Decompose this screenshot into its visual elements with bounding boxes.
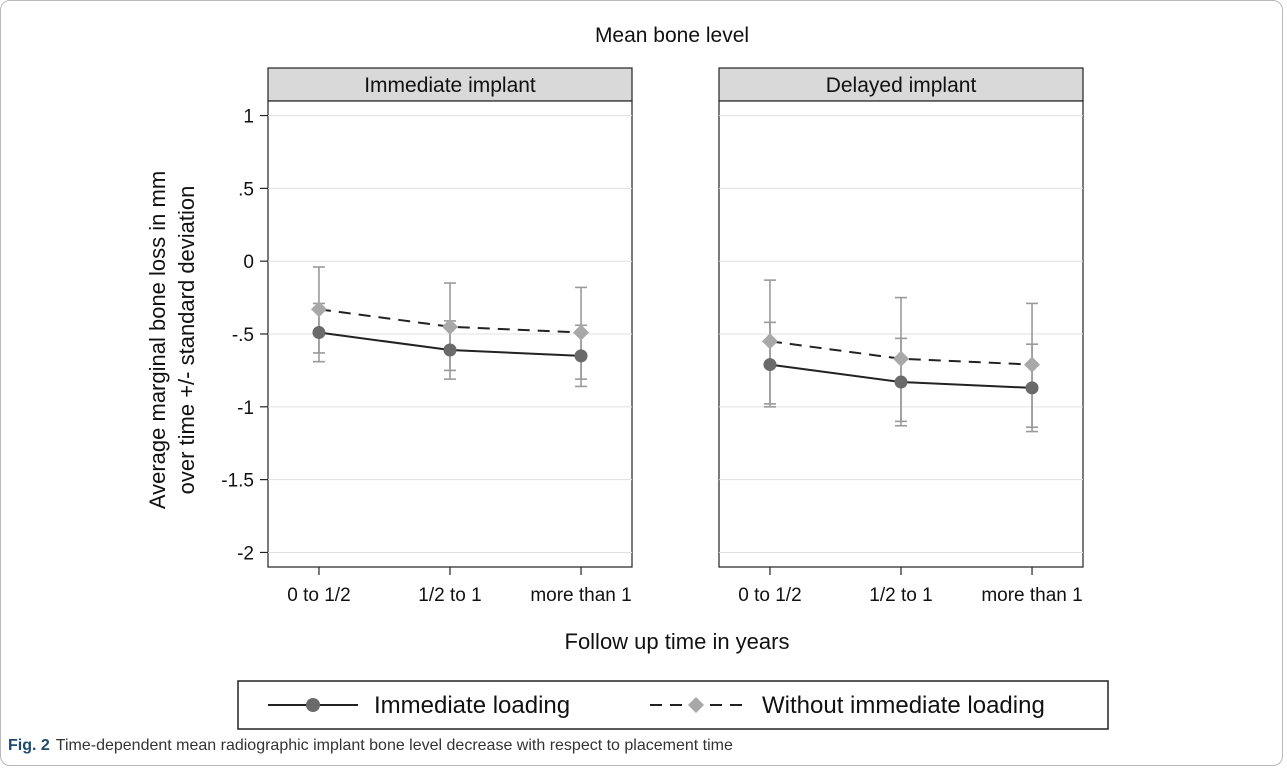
panel-delayed-implant: Delayed implant 0 to 1/2 1/2 to 1 more than… [718, 67, 1084, 606]
legend-label-immediate-loading: Immediate loading [374, 692, 570, 719]
panel-immediate-implant: Immediate implant 0 to 1/2 1/2 to 1 more th… [267, 67, 633, 606]
without-immediate-loading-point [310, 301, 327, 318]
x-axis-title: Follow up time in years [565, 629, 790, 654]
immediate-loading-point [574, 349, 588, 363]
panel-title: Delayed implant [826, 74, 977, 97]
immediate-loading-point [312, 326, 326, 340]
without-immediate-loading-point [573, 324, 590, 341]
x-tick-label: more than 1 [530, 585, 631, 606]
y-axis-title-line-2: over time +/- standard deviation [174, 186, 199, 495]
without-immediate-loading-point [893, 350, 909, 367]
panel-header [718, 67, 1084, 102]
y-tick-label: -2 [237, 543, 254, 564]
panel-header [267, 67, 633, 102]
x-tick-label: 1/2 to 1 [418, 585, 481, 606]
figure-caption: Fig. 2 Time-dependent mean radiographic i… [8, 737, 733, 755]
x-tick-label: more than 1 [981, 585, 1082, 606]
x-tick-label: 1/2 to 1 [869, 585, 932, 606]
without-immediate-loading-point [442, 318, 458, 335]
without-immediate-loading-point [761, 333, 778, 350]
y-tick-label: 0 [243, 252, 254, 273]
legend-key-without-immediate-loading-marker [688, 697, 704, 713]
y-tick-label: .5 [238, 179, 254, 200]
without-immediate-loading-point [1024, 356, 1041, 373]
immediate-loading-point [443, 343, 457, 357]
y-axis-title-line-1: Average marginal bone loss in mm [145, 171, 170, 509]
legend-key-immediate-loading-marker [306, 698, 320, 712]
y-axis: 1 .5 0 -.5 -1 -1.5 -2 [221, 107, 268, 564]
without-immediate-loading-series-line [769, 340, 1033, 366]
y-tick-label: -1 [237, 398, 254, 419]
x-tick-label: 0 to 1/2 [287, 585, 350, 606]
panel-title: Immediate implant [364, 74, 536, 97]
legend-label-without-immediate-loading: Without immediate loading [762, 692, 1045, 719]
y-tick-label: -1.5 [221, 471, 254, 492]
legend: Immediate loading Without immediate load… [237, 680, 1109, 730]
immediate-loading-point [894, 375, 908, 389]
y-tick-label: -.5 [232, 325, 254, 346]
figure-label: Fig. 2 [8, 737, 50, 754]
chart-title: Mean bone level [595, 24, 749, 47]
chart: Mean bone level Average marginal bone lo… [145, 24, 1109, 730]
without-immediate-loading-series-line [318, 308, 582, 334]
y-tick-label: 1 [243, 107, 254, 128]
figure-caption-text: Time-dependent mean radiographic implant… [55, 737, 733, 754]
y-axis-title: Average marginal bone loss in mm over ti… [145, 171, 199, 509]
x-tick-label: 0 to 1/2 [738, 585, 801, 606]
immediate-loading-point [763, 358, 777, 372]
immediate-loading-point [1025, 381, 1039, 395]
